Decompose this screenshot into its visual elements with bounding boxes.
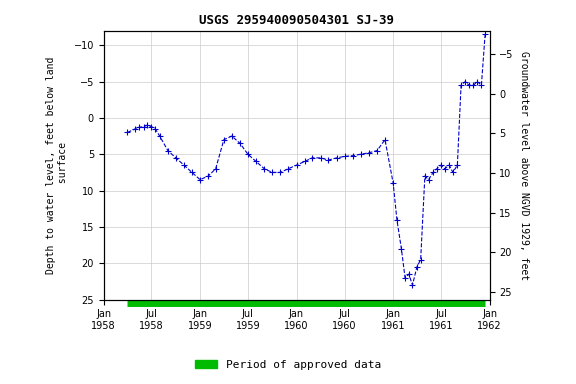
Legend: Period of approved data: Period of approved data xyxy=(191,356,385,375)
Y-axis label: Depth to water level, feet below land
 surface: Depth to water level, feet below land su… xyxy=(47,56,68,274)
Title: USGS 295940090504301 SJ-39: USGS 295940090504301 SJ-39 xyxy=(199,14,394,27)
Y-axis label: Groundwater level above NGVD 1929, feet: Groundwater level above NGVD 1929, feet xyxy=(519,51,529,280)
